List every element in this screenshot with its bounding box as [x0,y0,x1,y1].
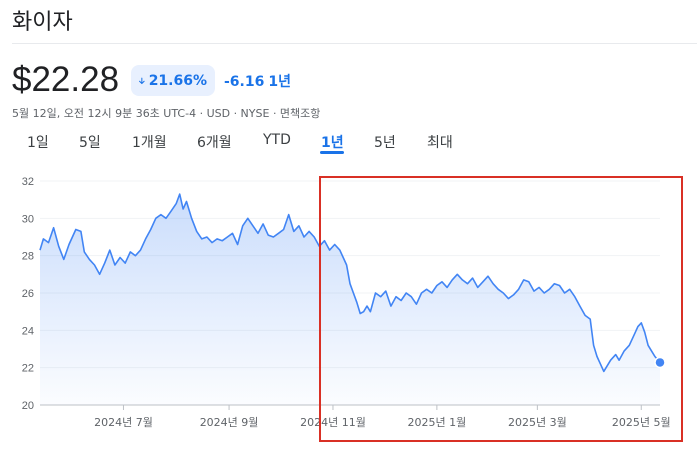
x-tick-label: 2025년 5월 [612,416,671,429]
last-price-point[interactable] [654,356,666,369]
x-axis: 2024년 7월 2024년 9월 2024년 11월 2025년 1월 2025년 3… [94,405,671,429]
y-tick-label: 32 [22,176,34,188]
price-chart[interactable]: 20 22 24 26 28 30 32 2024년 7월 2024년 9월 2024년 11월… [0,165,697,453]
change-period: 1년 [268,74,291,90]
active-tab-indicator [320,151,344,154]
x-tick-label: 2025년 1월 [408,416,467,429]
tab-1d[interactable]: 1일 [27,135,49,151]
price-line [39,193,661,373]
tab-1y[interactable]: 1년 [321,135,344,151]
time-range-tabs: 1일 5일 1개월 6개월 YTD 1년 5년 최대 [0,130,697,160]
y-tick-label: 28 [22,251,34,263]
x-tick-label: 2025년 3월 [508,416,567,429]
percent-change-badge: 21.66% [131,65,215,96]
tab-max[interactable]: 최대 [427,135,453,151]
y-tick-label: 24 [22,325,34,337]
x-tick-label: 2024년 9월 [200,416,259,429]
tab-6m[interactable]: 6개월 [197,135,232,151]
y-tick-label: 30 [22,213,34,225]
tab-5y[interactable]: 5년 [374,135,396,151]
absolute-change-value: -6.16 [224,74,265,90]
x-tick-label: 2024년 7월 [94,416,153,429]
tab-1m[interactable]: 1개월 [132,135,167,151]
current-price: $22.28 [12,60,120,99]
highlight-box [319,176,683,442]
price-metadata: 5월 12일, 오전 12시 9분 36초 UTC-4 · USD · NYSE… [12,107,321,120]
price-area [40,194,660,405]
y-tick-label: 20 [22,400,34,412]
x-tick-label: 2024년 11월 [300,416,366,429]
stock-name: 화이자 [12,10,73,35]
y-tick-label: 26 [22,288,34,300]
header-divider [12,43,697,44]
absolute-change: -6.16 1년 [224,71,295,91]
tab-ytd[interactable]: YTD [263,132,291,148]
y-axis: 20 22 24 26 28 30 32 [22,176,34,412]
percent-change-value: 21.66% [148,72,207,89]
tab-5d[interactable]: 5일 [79,135,101,151]
y-tick-label: 22 [22,363,34,375]
arrow-down-icon [139,77,145,84]
